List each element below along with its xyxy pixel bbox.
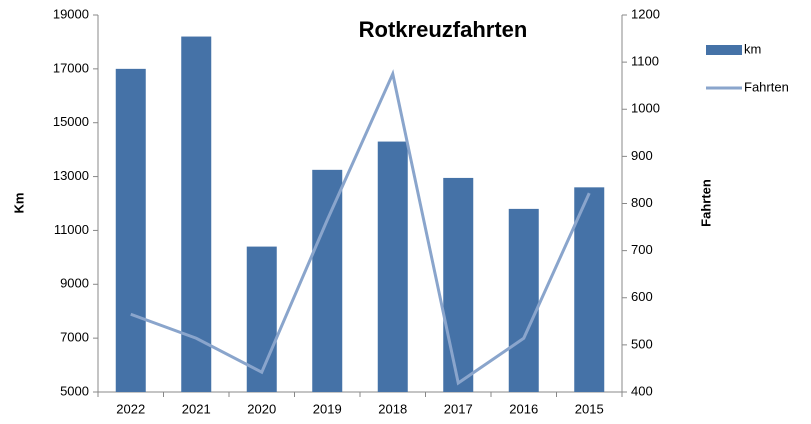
- legend-label: Fahrten: [744, 79, 789, 94]
- y2-tick-label: 500: [631, 336, 653, 351]
- y-tick-label: 5000: [60, 383, 89, 398]
- bar: [181, 36, 212, 393]
- bar: [443, 177, 474, 392]
- y-tick-label: 15000: [53, 114, 89, 129]
- x-tick-label: 2017: [444, 401, 473, 416]
- y2-tick-label: 800: [631, 195, 653, 210]
- y-tick-label: 13000: [53, 168, 89, 183]
- legend-label: km: [744, 41, 761, 56]
- y2-axis-label: Fahrten: [698, 179, 713, 227]
- x-tick-label: 2018: [378, 401, 407, 416]
- bar: [312, 169, 343, 392]
- y2-tick-label: 1100: [631, 54, 659, 69]
- y-tick-label: 9000: [60, 276, 89, 291]
- y2-tick-label: 1200: [631, 6, 660, 21]
- bar: [115, 68, 146, 392]
- y-tick-label: 19000: [53, 6, 89, 21]
- x-tick-label: 2022: [116, 401, 145, 416]
- x-tick-label: 2019: [313, 401, 342, 416]
- x-tick-label: 2015: [575, 401, 604, 416]
- x-tick-label: 2020: [247, 401, 276, 416]
- bar: [508, 208, 539, 392]
- y2-tick-label: 700: [631, 242, 653, 257]
- bar: [377, 141, 408, 392]
- y-axis-label: Km: [11, 193, 26, 214]
- legend-swatch: [706, 45, 742, 55]
- y2-tick-label: 600: [631, 289, 653, 304]
- bar: [574, 187, 605, 392]
- y2-tick-label: 900: [631, 148, 653, 163]
- chart-title: Rotkreuzfahrten: [359, 17, 528, 42]
- y-tick-label: 7000: [60, 330, 89, 345]
- y-tick-label: 17000: [53, 60, 89, 75]
- y-tick-label: 11000: [54, 222, 89, 237]
- x-tick-label: 2021: [182, 401, 211, 416]
- y2-tick-label: 1000: [631, 101, 660, 116]
- x-tick-label: 2016: [509, 401, 538, 416]
- y2-tick-label: 400: [631, 383, 653, 398]
- line: [130, 69, 591, 386]
